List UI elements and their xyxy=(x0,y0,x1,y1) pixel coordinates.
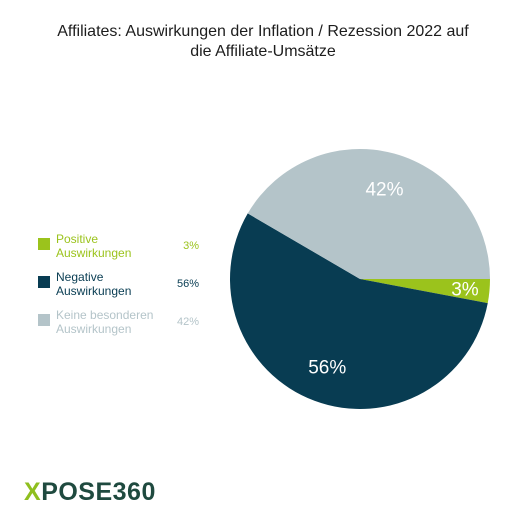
legend-label-positive-line-1: Positive xyxy=(56,232,99,246)
legend-label-negative-line-1: Negative xyxy=(56,270,104,284)
legend-label-negative-line-2: Auswirkungen xyxy=(56,284,132,298)
legend-swatch-positive xyxy=(38,238,50,250)
pie-slice-neutral xyxy=(247,148,490,279)
legend-item-negative: Negative Auswirkungen 56% xyxy=(38,270,203,304)
logo-text: POSE360 xyxy=(41,478,156,506)
pie-label-negative: 56% xyxy=(308,358,346,379)
pie-label-positive: 3% xyxy=(451,279,479,300)
chart-title: Affiliates: Auswirkungen der Inflation /… xyxy=(20,22,506,62)
legend-pct-neutral: 42% xyxy=(176,316,199,328)
legend: Positive Auswirkungen 3% Negative Auswir… xyxy=(38,232,203,346)
pie-slice-positive xyxy=(360,279,490,304)
legend-swatch-negative xyxy=(38,276,50,288)
legend-label-neutral-line-2: Auswirkungen xyxy=(56,322,132,336)
legend-pct-positive: 3% xyxy=(183,240,199,252)
legend-label-neutral-line-1: Keine besonderen xyxy=(56,308,154,322)
pie-slice-negative xyxy=(229,213,488,409)
legend-item-positive: Positive Auswirkungen 3% xyxy=(38,232,203,266)
legend-label-neutral: Keine besonderen Auswirkungen xyxy=(56,308,176,336)
chart-title-line-1: Affiliates: Auswirkungen der Inflation /… xyxy=(57,23,469,40)
legend-label-positive: Positive Auswirkungen xyxy=(56,232,176,260)
legend-swatch-neutral xyxy=(38,314,50,326)
chart-title-line-2: die Affiliate-Umsätze xyxy=(190,43,336,60)
xpose360-logo: XPOSE360 xyxy=(24,478,156,507)
legend-pct-negative: 56% xyxy=(176,278,199,290)
legend-label-positive-line-2: Auswirkungen xyxy=(56,246,132,260)
pie-label-neutral: 42% xyxy=(365,180,403,201)
legend-label-negative: Negative Auswirkungen xyxy=(56,270,176,298)
legend-item-neutral: Keine besonderen Auswirkungen 42% xyxy=(38,308,203,342)
logo-x: X xyxy=(24,478,42,506)
